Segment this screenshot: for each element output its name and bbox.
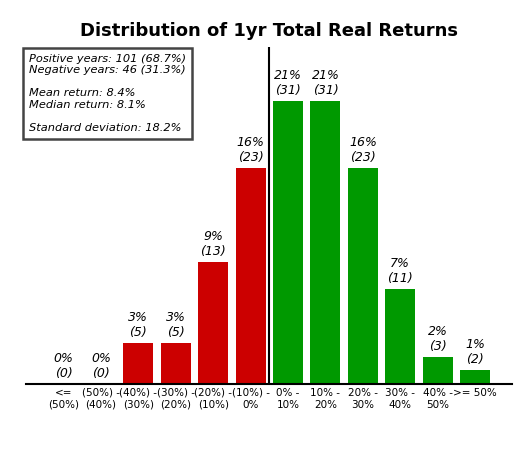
- Bar: [460, 370, 490, 384]
- Text: 9%
(13): 9% (13): [200, 230, 226, 258]
- Text: 21%
(31): 21% (31): [312, 69, 340, 97]
- Text: 1%
(2): 1% (2): [465, 338, 485, 366]
- Title: Distribution of 1yr Total Real Returns: Distribution of 1yr Total Real Returns: [80, 22, 458, 40]
- Text: 16%
(23): 16% (23): [349, 136, 377, 164]
- Text: 3%
(5): 3% (5): [166, 311, 186, 339]
- Bar: [198, 263, 228, 384]
- Bar: [273, 101, 303, 384]
- Bar: [124, 344, 153, 384]
- Bar: [385, 289, 415, 384]
- Text: 7%
(11): 7% (11): [388, 257, 413, 285]
- Bar: [310, 101, 341, 384]
- Bar: [235, 168, 266, 384]
- Text: 0%
(0): 0% (0): [53, 352, 73, 380]
- Bar: [423, 357, 452, 384]
- Text: 16%
(23): 16% (23): [237, 136, 265, 164]
- Text: 3%
(5): 3% (5): [128, 311, 148, 339]
- Bar: [161, 344, 191, 384]
- Text: 0%
(0): 0% (0): [91, 352, 111, 380]
- Text: 2%
(3): 2% (3): [428, 325, 448, 353]
- Text: 21%
(31): 21% (31): [274, 69, 302, 97]
- Text: Positive years: 101 (68.7%)
Negative years: 46 (31.3%)

Mean return: 8.4%
Median: Positive years: 101 (68.7%) Negative yea…: [29, 53, 186, 133]
- Bar: [348, 168, 378, 384]
